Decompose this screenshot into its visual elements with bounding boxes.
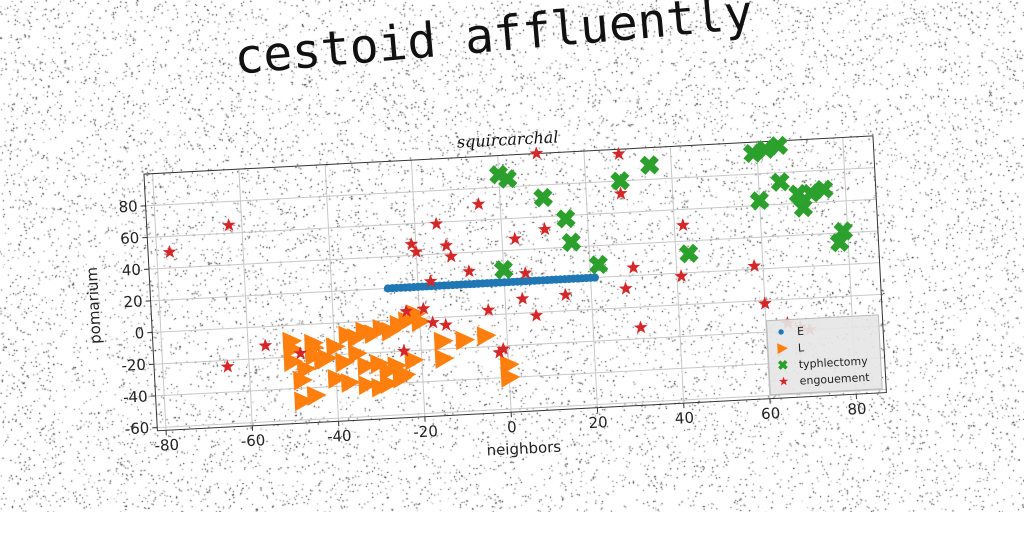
- y-axis-label: pomarium: [83, 267, 105, 345]
- data-point: [307, 385, 327, 406]
- y-tick-label: 40: [121, 261, 141, 280]
- data-point: [679, 243, 699, 263]
- data-point: [444, 249, 458, 263]
- legend-label: E: [797, 325, 805, 338]
- data-point: [508, 231, 522, 245]
- data-point: [556, 209, 576, 229]
- x-tick-label: -20: [413, 422, 438, 441]
- x-tick-label: 20: [588, 413, 608, 432]
- data-point: [439, 318, 453, 332]
- data-point: [634, 320, 648, 334]
- x-tick-label: 0: [507, 418, 517, 436]
- data-point: [429, 216, 443, 230]
- x-gridline: [239, 169, 252, 426]
- data-point: [471, 197, 485, 211]
- data-point: [439, 238, 453, 252]
- x-gridline: [756, 142, 769, 399]
- data-point: [538, 222, 552, 236]
- x-axis-label: neighbors: [486, 438, 562, 460]
- x-tick-label: 60: [761, 404, 781, 423]
- y-tick-label: -20: [121, 356, 146, 375]
- y-tick-label: 80: [118, 197, 138, 216]
- data-marks: [158, 130, 861, 418]
- data-point: [477, 325, 497, 346]
- x-tick-label: 40: [674, 409, 694, 428]
- data-point: [258, 338, 272, 352]
- y-tick-label: 60: [120, 229, 140, 248]
- y-tick-label: -60: [124, 419, 149, 438]
- data-point: [533, 188, 553, 208]
- x-tick-label: -40: [327, 427, 352, 446]
- data-point: [561, 232, 581, 252]
- data-point: [558, 287, 572, 301]
- y-tick-label: -40: [123, 387, 148, 406]
- chart-title: squircarchal: [456, 127, 558, 151]
- data-point: [462, 264, 476, 278]
- y-tick-label: 0: [134, 324, 144, 342]
- x-tick-label: -80: [154, 436, 179, 455]
- data-point: [162, 245, 176, 259]
- series-1: [384, 273, 600, 292]
- data-point: [220, 359, 234, 373]
- data-point: [626, 260, 640, 274]
- data-point: [619, 281, 633, 295]
- data-point: [501, 367, 521, 388]
- data-point: [747, 258, 761, 272]
- data-point: [341, 372, 361, 393]
- x-gridline: [153, 174, 166, 431]
- y-tick-label: 20: [123, 292, 143, 311]
- data-point: [222, 218, 236, 232]
- data-point: [435, 348, 455, 369]
- data-point: [515, 291, 529, 305]
- data-point: [676, 218, 690, 232]
- data-point: [588, 255, 608, 275]
- data-point: [770, 172, 790, 192]
- data-point: [529, 308, 543, 322]
- x-tick-label: 80: [847, 400, 867, 419]
- data-point: [639, 155, 659, 175]
- x-tick-label: -60: [240, 431, 265, 450]
- series-3: [488, 132, 855, 279]
